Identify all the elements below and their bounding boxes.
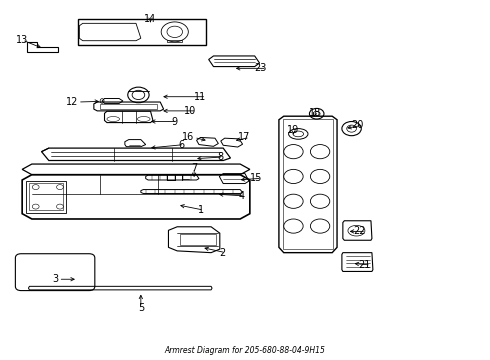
Text: 8: 8: [217, 152, 223, 162]
Text: 15: 15: [249, 173, 262, 183]
Text: 18: 18: [309, 108, 321, 118]
Text: 23: 23: [254, 63, 267, 73]
Text: 7: 7: [191, 163, 197, 172]
Text: 1: 1: [197, 205, 204, 215]
Text: 6: 6: [178, 140, 184, 149]
Text: 3: 3: [52, 274, 58, 284]
Text: 22: 22: [354, 226, 366, 237]
Text: 13: 13: [16, 35, 28, 45]
Text: Armrest Diagram for 205-680-88-04-9H15: Armrest Diagram for 205-680-88-04-9H15: [165, 346, 325, 355]
Text: 21: 21: [359, 260, 371, 270]
Text: 4: 4: [239, 191, 245, 201]
Text: 2: 2: [220, 248, 225, 258]
Text: 14: 14: [145, 14, 157, 24]
Text: 19: 19: [287, 125, 299, 135]
Text: 5: 5: [138, 303, 144, 312]
Text: 11: 11: [194, 92, 206, 102]
Text: 16: 16: [182, 132, 194, 143]
Text: 17: 17: [238, 132, 250, 143]
Text: 12: 12: [66, 97, 78, 107]
Text: 20: 20: [351, 120, 364, 130]
Text: 10: 10: [184, 106, 196, 116]
Text: 9: 9: [171, 117, 177, 126]
